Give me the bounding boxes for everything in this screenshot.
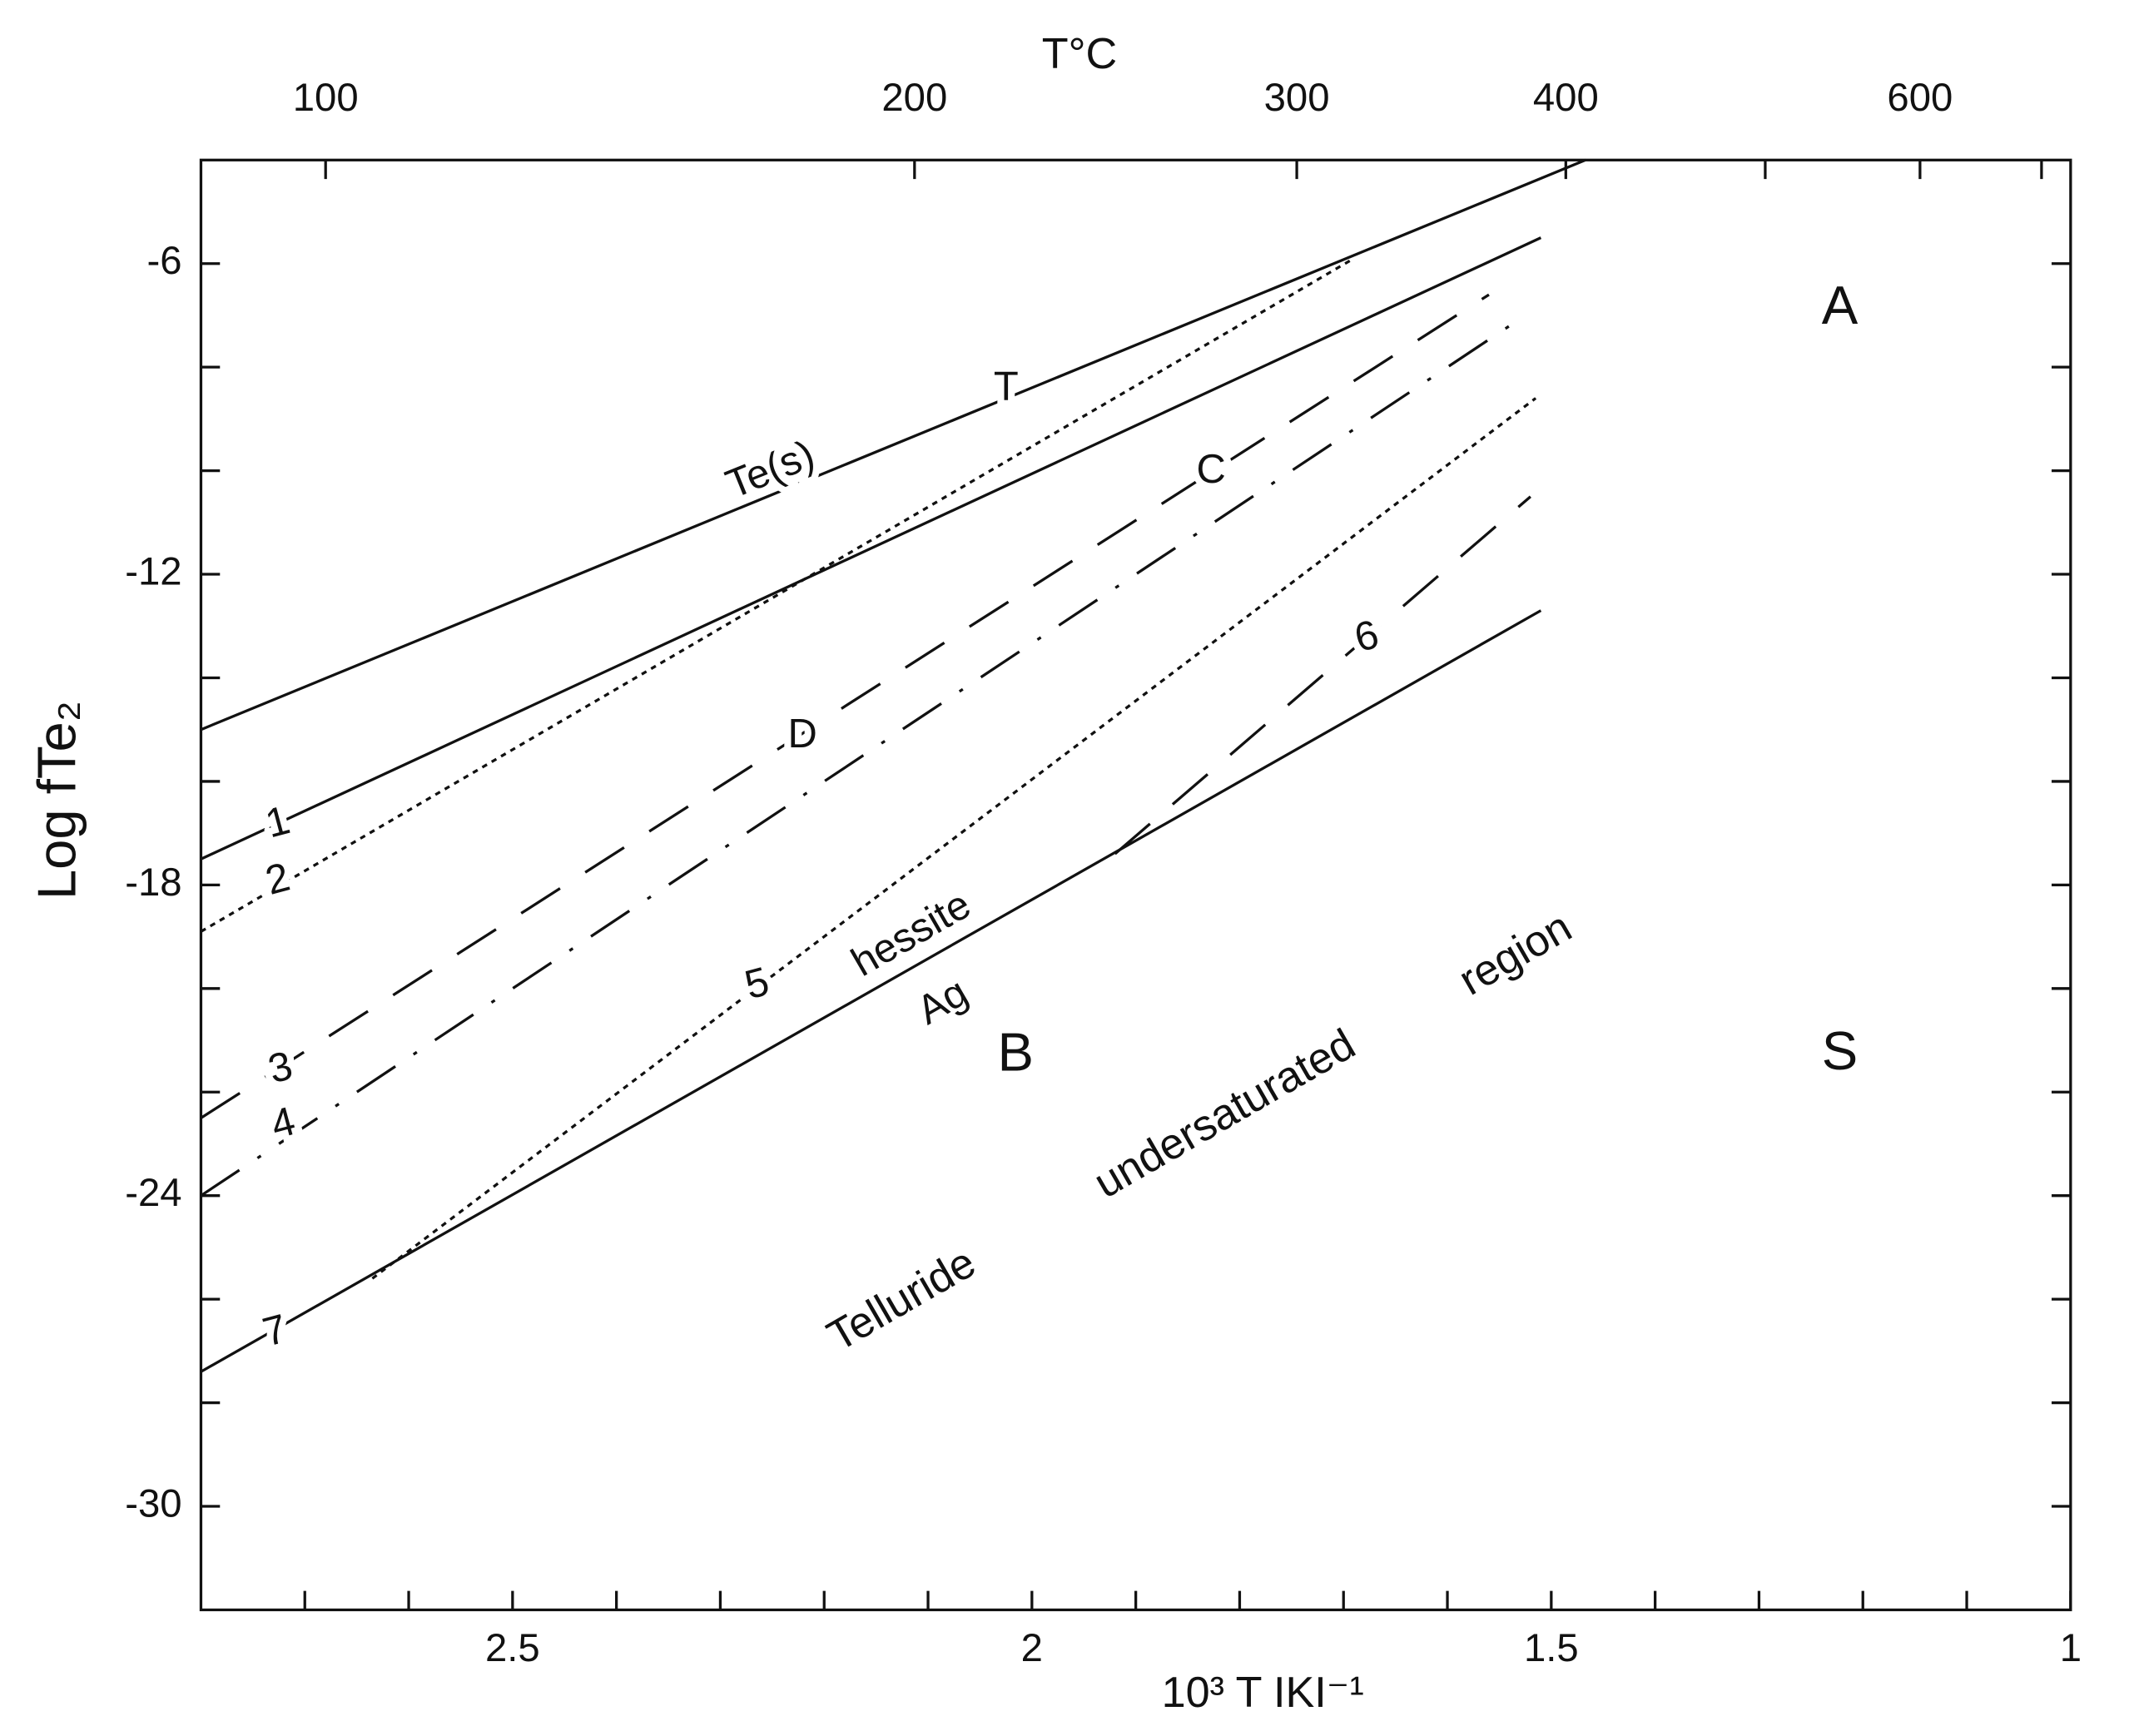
series-label: 3	[264, 1043, 297, 1092]
series-label: 4	[266, 1099, 300, 1148]
annotation: S	[1822, 1020, 1859, 1081]
x-tick-label: 1.5	[1524, 1626, 1579, 1670]
top-tick-label: 300	[1264, 76, 1330, 120]
y-tick-label: -18	[125, 861, 181, 905]
annotation: C	[1197, 447, 1226, 492]
series-line	[1114, 495, 1531, 856]
y-axis-label: Log fTe₂	[27, 701, 87, 900]
series-line	[200, 609, 1542, 1373]
series-line	[200, 236, 1542, 861]
plot-frame	[199, 158, 2072, 1612]
annotation: B	[998, 1022, 1035, 1083]
series-line	[200, 158, 1586, 732]
annotation: undersaturated	[1086, 1020, 1363, 1208]
annotation: D	[787, 712, 816, 756]
x-tick-label: 2.5	[485, 1626, 540, 1670]
top-tick-label: 600	[1887, 76, 1953, 120]
x-axis-label: 10³ T IKI⁻¹	[1162, 1669, 1364, 1717]
series-label: 7	[258, 1306, 291, 1355]
series-label: 1	[261, 797, 294, 846]
x-tick-label: 2	[1021, 1626, 1043, 1670]
annotation: Telluride	[820, 1238, 984, 1361]
x-tick-label: 1	[2060, 1626, 2082, 1670]
series-line	[200, 325, 1511, 1198]
y-tick-label: -12	[125, 550, 181, 594]
series-line	[371, 397, 1537, 1280]
series-line	[200, 293, 1490, 1119]
y-tick-label: -24	[125, 1171, 181, 1215]
top-tick-label: 200	[881, 76, 947, 120]
series-label: 6	[1350, 612, 1383, 661]
top-tick-label: 100	[293, 76, 359, 120]
top-tick-label: 400	[1533, 76, 1599, 120]
annotation: A	[1822, 275, 1859, 335]
series-label: 5	[740, 959, 773, 1008]
y-tick-label: -30	[125, 1482, 181, 1526]
series-line	[200, 257, 1355, 933]
series-label: 2	[261, 855, 294, 904]
series-label: T	[994, 365, 1019, 409]
y-tick-label: -6	[147, 239, 182, 283]
annotation: Ag	[910, 970, 975, 1034]
top-axis-label: T°C	[1042, 30, 1117, 78]
annotation: region	[1451, 903, 1580, 1005]
